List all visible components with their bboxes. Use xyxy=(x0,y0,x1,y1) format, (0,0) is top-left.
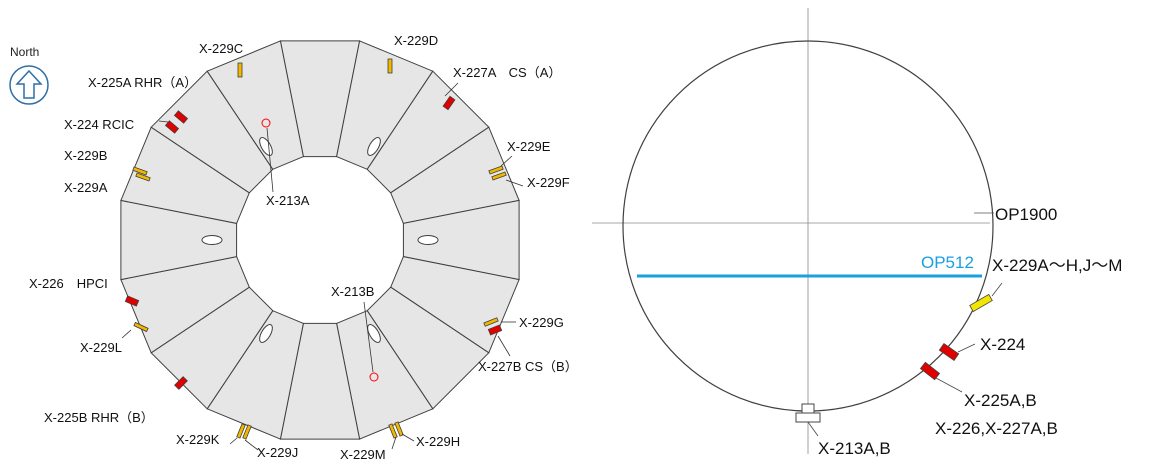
x213a-marker xyxy=(261,118,271,128)
torus-segment xyxy=(206,40,304,170)
x225a-nozzle xyxy=(173,110,189,124)
label-x226-x227: X-226,X-227A,B xyxy=(935,419,1058,438)
torus-segments xyxy=(120,40,520,440)
vent-ellipse xyxy=(259,324,273,343)
leader-line xyxy=(497,335,511,357)
x227b-nozzle xyxy=(487,324,503,336)
leader-lines xyxy=(121,82,524,451)
label-x229e: X-229E xyxy=(507,139,551,154)
label-x229b: X-229B xyxy=(64,148,107,163)
vent-ellipse xyxy=(367,324,381,343)
label-x229l: X-229L xyxy=(80,340,122,355)
torus-plan-view xyxy=(120,40,524,451)
x224-nozzle xyxy=(938,343,960,361)
label-x229k: X-229K xyxy=(176,432,220,447)
x229j-nozzle xyxy=(242,424,252,440)
leader-line xyxy=(266,127,274,193)
x229d-nozzle xyxy=(387,58,393,74)
north-label: North xyxy=(10,45,39,59)
label-op1900: OP1900 xyxy=(995,205,1057,224)
x229h-nozzle xyxy=(394,421,404,437)
label-x225ab: X-225A,B xyxy=(964,391,1037,410)
leader-line xyxy=(229,437,238,445)
x226-nozzle xyxy=(124,295,140,307)
x225-226-227-nozzle xyxy=(919,361,941,381)
label-x229j: X-229J xyxy=(257,445,298,460)
x229-group-leader xyxy=(991,282,1003,297)
x227a-nozzle xyxy=(442,95,456,111)
x229-group-nozzle xyxy=(969,293,993,313)
leader-line xyxy=(158,120,169,123)
torus-labels: X-229C X-229D X-227A CS（A） X-225A RHR（A）… xyxy=(29,33,578,462)
torus-cross-section xyxy=(592,8,1003,454)
x229c-nozzle xyxy=(237,62,243,78)
x225-leader xyxy=(935,377,963,393)
x213-fitting-base xyxy=(795,412,821,423)
x213-leader xyxy=(807,421,819,437)
x229a-nozzle xyxy=(135,172,151,182)
up-arrow-icon xyxy=(15,69,43,99)
x229b-nozzle xyxy=(132,166,148,176)
label-x229f: X-229F xyxy=(527,175,570,190)
x213b-marker xyxy=(369,372,379,382)
leader-line xyxy=(121,329,132,339)
x229l-nozzle xyxy=(133,321,149,333)
x224-nozzle xyxy=(164,120,180,134)
leader-line xyxy=(444,82,459,97)
label-x226: X-226 HPCI xyxy=(29,276,108,291)
penetrations xyxy=(124,58,507,440)
compass: North xyxy=(9,45,49,105)
x224-leader xyxy=(957,343,976,353)
vent-ellipse xyxy=(417,235,439,245)
label-x227b: X-227B CS（B） xyxy=(478,359,578,374)
label-x224: X-224 RCIC xyxy=(64,117,134,132)
label-x213b: X-213B xyxy=(331,284,374,299)
label-x229g: X-229G xyxy=(519,315,564,330)
label-op512: OP512 xyxy=(921,253,974,272)
label-x225a: X-225A RHR（A） xyxy=(88,75,197,90)
label-x227a: X-227A CS（A） xyxy=(453,65,561,80)
leader-line xyxy=(391,436,397,450)
label-x229h: X-229H xyxy=(416,434,460,449)
label-x225b: X-225B RHR（B） xyxy=(44,410,154,425)
label-x229m: X-229M xyxy=(340,447,386,462)
label-x229c: X-229C xyxy=(199,41,243,56)
x225b-nozzle xyxy=(174,376,188,390)
x213-fitting-cap xyxy=(801,403,815,414)
label-x224-section: X-224 xyxy=(980,335,1025,354)
vent-ellipse xyxy=(201,235,223,245)
x229f-nozzle xyxy=(491,171,507,181)
x229e-nozzle xyxy=(488,165,504,175)
leader-line xyxy=(363,301,374,373)
vent-ellipse xyxy=(367,137,381,156)
label-x229d: X-229D xyxy=(394,33,438,48)
label-x213ab: X-213A,B xyxy=(818,439,891,458)
x229k-nozzle xyxy=(236,423,246,439)
leader-line xyxy=(505,179,524,187)
label-x213a: X-213A xyxy=(266,193,310,208)
label-x229a: X-229A xyxy=(64,180,108,195)
section-labels: OP1900 OP512 X-229A～H,J～M X-224 X-225A,B… xyxy=(818,205,1122,458)
label-x229-group: X-229A～H,J～M xyxy=(992,256,1122,275)
leader-line xyxy=(244,439,259,451)
leader-line xyxy=(401,433,415,442)
leader-line xyxy=(500,155,513,167)
x229g-nozzle xyxy=(483,317,499,327)
